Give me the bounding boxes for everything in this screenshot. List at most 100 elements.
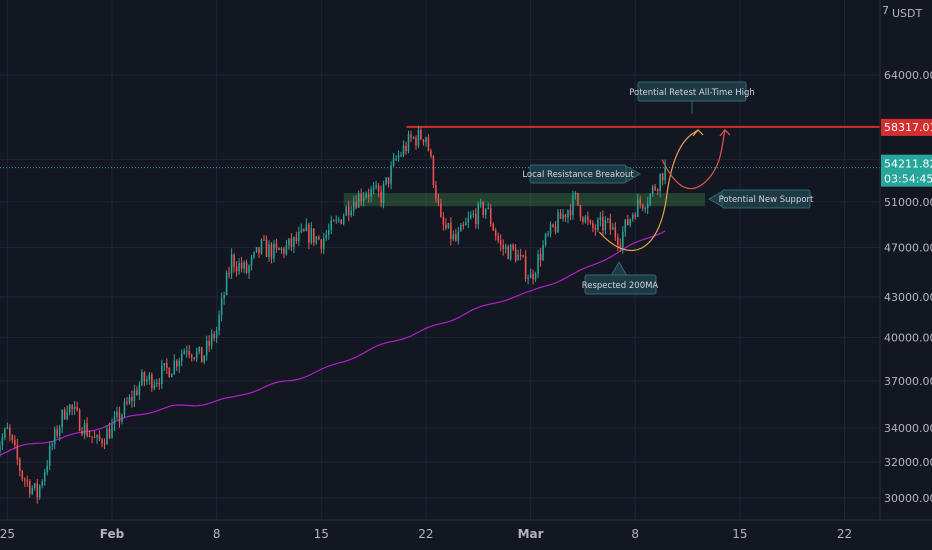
- candle-body: [440, 203, 442, 217]
- candle: [659, 173, 661, 198]
- candle-body: [599, 216, 602, 221]
- candle: [400, 151, 402, 158]
- y-tick-label: 32000.00: [884, 456, 932, 469]
- candle: [482, 200, 485, 219]
- candle: [337, 216, 340, 224]
- candle: [592, 220, 594, 232]
- candle: [542, 240, 544, 262]
- candle-body: [19, 459, 21, 471]
- candle-body: [437, 198, 440, 204]
- candle: [422, 139, 425, 146]
- candle: [651, 184, 654, 198]
- candle-body: [420, 129, 422, 140]
- candle-body: [66, 412, 68, 419]
- candle: [502, 239, 504, 256]
- candle: [308, 222, 310, 250]
- candle: [73, 400, 76, 416]
- candle: [275, 238, 278, 253]
- candle: [644, 206, 646, 213]
- candle: [24, 477, 26, 487]
- candle: [63, 407, 66, 420]
- candle-body: [300, 229, 303, 232]
- candle-body: [375, 185, 377, 188]
- candle: [562, 208, 564, 222]
- candle: [86, 417, 88, 438]
- candle: [220, 292, 223, 322]
- candle-body: [589, 220, 592, 223]
- candle-body: [534, 273, 537, 280]
- candle: [425, 136, 427, 147]
- candle-body: [263, 239, 265, 241]
- candle: [527, 274, 529, 285]
- candle: [166, 358, 168, 375]
- candle: [524, 250, 527, 282]
- candle: [332, 219, 335, 222]
- candle: [290, 233, 293, 252]
- candle: [387, 177, 390, 188]
- candle: [529, 268, 532, 279]
- candle: [574, 191, 577, 200]
- candle: [11, 434, 14, 444]
- candle: [36, 478, 39, 504]
- candle: [133, 384, 136, 408]
- candle-body: [470, 214, 472, 219]
- annotation-new-support[interactable]: Potential New Support: [707, 189, 814, 209]
- candle-body: [141, 372, 143, 386]
- candle: [163, 362, 166, 371]
- candle-body: [166, 363, 168, 368]
- candle-body: [116, 411, 118, 417]
- candle-body: [78, 409, 81, 431]
- candle: [263, 234, 265, 241]
- candle-body: [405, 145, 407, 152]
- candle-body: [355, 201, 357, 208]
- annotation-local-breakout[interactable]: Local Resistance Breakout: [522, 164, 642, 184]
- candle-body: [567, 210, 569, 218]
- candle: [136, 386, 138, 396]
- y-tick-label: 64000.00: [884, 69, 932, 82]
- candle: [362, 191, 365, 207]
- candle: [103, 438, 106, 450]
- candle: [71, 403, 73, 416]
- candle-body: [472, 214, 475, 216]
- candle-body: [636, 199, 639, 217]
- candle-body: [108, 428, 111, 439]
- candle: [534, 271, 537, 282]
- candle-body: [539, 254, 542, 261]
- candle-body: [113, 416, 116, 425]
- candle: [93, 431, 96, 439]
- candle-body: [103, 443, 106, 445]
- candle-body: [9, 427, 11, 436]
- candle-body: [579, 205, 582, 218]
- candle-body: [96, 435, 98, 438]
- candle: [631, 212, 634, 222]
- candle: [597, 217, 599, 233]
- candle: [113, 411, 116, 432]
- candle-body: [392, 158, 395, 166]
- candle-body: [382, 183, 385, 203]
- candle-body: [574, 192, 577, 196]
- candle-body: [422, 139, 425, 143]
- candle: [151, 372, 153, 392]
- candle-body: [559, 212, 562, 219]
- candle-body: [178, 360, 181, 367]
- candle: [579, 204, 582, 222]
- candle-body: [58, 427, 61, 436]
- candle: [235, 261, 238, 277]
- candle-body: [651, 186, 654, 195]
- x-tick-label: 22: [418, 527, 433, 541]
- annotation-ath-retest[interactable]: Potential Retest All-Time High: [629, 81, 755, 114]
- candle: [121, 413, 123, 425]
- candle-body: [131, 397, 133, 401]
- candle: [325, 229, 328, 241]
- candle-body: [56, 429, 58, 436]
- candle: [91, 436, 93, 444]
- candle-body: [298, 231, 300, 242]
- candle: [61, 409, 63, 433]
- candle: [315, 235, 318, 245]
- candle: [288, 238, 290, 250]
- annotation-respected-ma[interactable]: Respected 200MA: [582, 260, 659, 295]
- candle-body: [415, 137, 417, 146]
- candle: [178, 357, 181, 374]
- time-axis[interactable]: 25Feb81522Mar8152229: [0, 527, 932, 541]
